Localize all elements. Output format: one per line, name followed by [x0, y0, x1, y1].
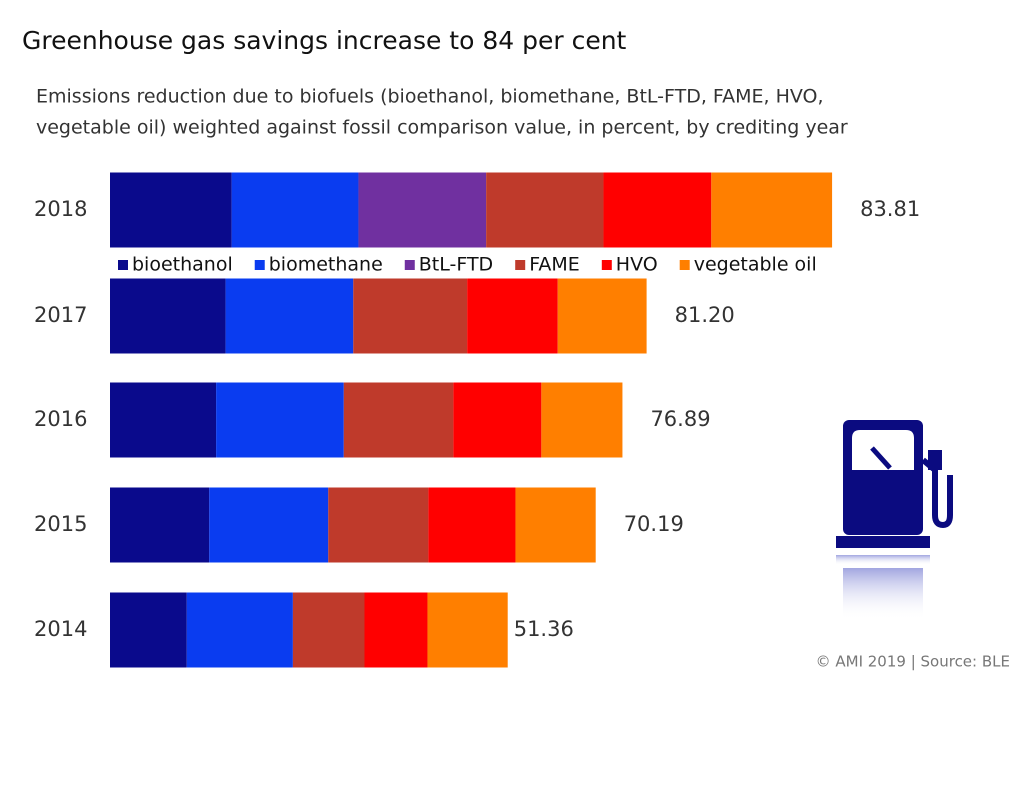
bar-segment — [358, 172, 487, 248]
legend-swatch — [601, 260, 612, 270]
bar-segment — [110, 487, 210, 563]
legend-label: BtL-FTD — [419, 254, 493, 276]
y-tick-label: 2018 — [34, 197, 87, 221]
bar-segment — [110, 382, 217, 458]
bar-segment — [427, 592, 508, 668]
legend-swatch — [118, 260, 128, 270]
bar-segment — [110, 592, 187, 668]
bar-segment — [186, 592, 293, 668]
total-label: 83.81 — [860, 197, 920, 221]
bar-segment — [541, 382, 623, 458]
legend-label: vegetable oil — [694, 254, 817, 276]
legend-swatch — [254, 260, 265, 270]
bar-segment — [711, 172, 833, 248]
bar-segment — [453, 382, 542, 458]
bar-segment — [557, 278, 647, 354]
bar-segment — [216, 382, 344, 458]
bar-segment — [467, 278, 558, 354]
subtitle: Emissions reduction due to biofuels (bio… — [36, 86, 824, 108]
legend-swatch — [515, 260, 526, 270]
chart-title: Greenhouse gas savings increase to 84 pe… — [22, 26, 627, 55]
bar-segment — [225, 278, 354, 354]
bar-segment — [515, 487, 596, 563]
source: © AMI 2019 | Source: BLE — [816, 653, 1010, 671]
legend-label: FAME — [529, 254, 580, 276]
total-label: 81.20 — [675, 303, 735, 327]
legend-label: bioethanol — [132, 254, 233, 276]
legend-label: biomethane — [269, 254, 383, 276]
bar-segment — [231, 172, 359, 248]
y-tick-label: 2017 — [34, 303, 87, 327]
bar-segment — [364, 592, 428, 668]
subtitle: vegetable oil) weighted against fossil c… — [36, 117, 848, 139]
total-label: 76.89 — [650, 407, 710, 431]
bar-segment — [328, 487, 429, 563]
bar-segment — [428, 487, 516, 563]
bar-segment — [603, 172, 712, 248]
legend-swatch — [679, 260, 690, 270]
bar-segment — [353, 278, 468, 354]
total-label: 51.36 — [514, 617, 574, 641]
bar-segment — [486, 172, 604, 248]
fuel-pump-icon — [836, 420, 953, 620]
bar-segment — [209, 487, 329, 563]
bar-segment — [110, 278, 226, 354]
legend-swatch — [404, 260, 415, 270]
y-tick-label: 2015 — [34, 512, 87, 536]
y-tick-label: 2016 — [34, 407, 87, 431]
bar-segment — [292, 592, 365, 668]
bar-segment — [343, 382, 454, 458]
y-tick-label: 2014 — [34, 617, 87, 641]
bar-segment — [110, 172, 232, 248]
total-label: 70.19 — [624, 512, 684, 536]
legend-label: HVO — [616, 254, 658, 276]
